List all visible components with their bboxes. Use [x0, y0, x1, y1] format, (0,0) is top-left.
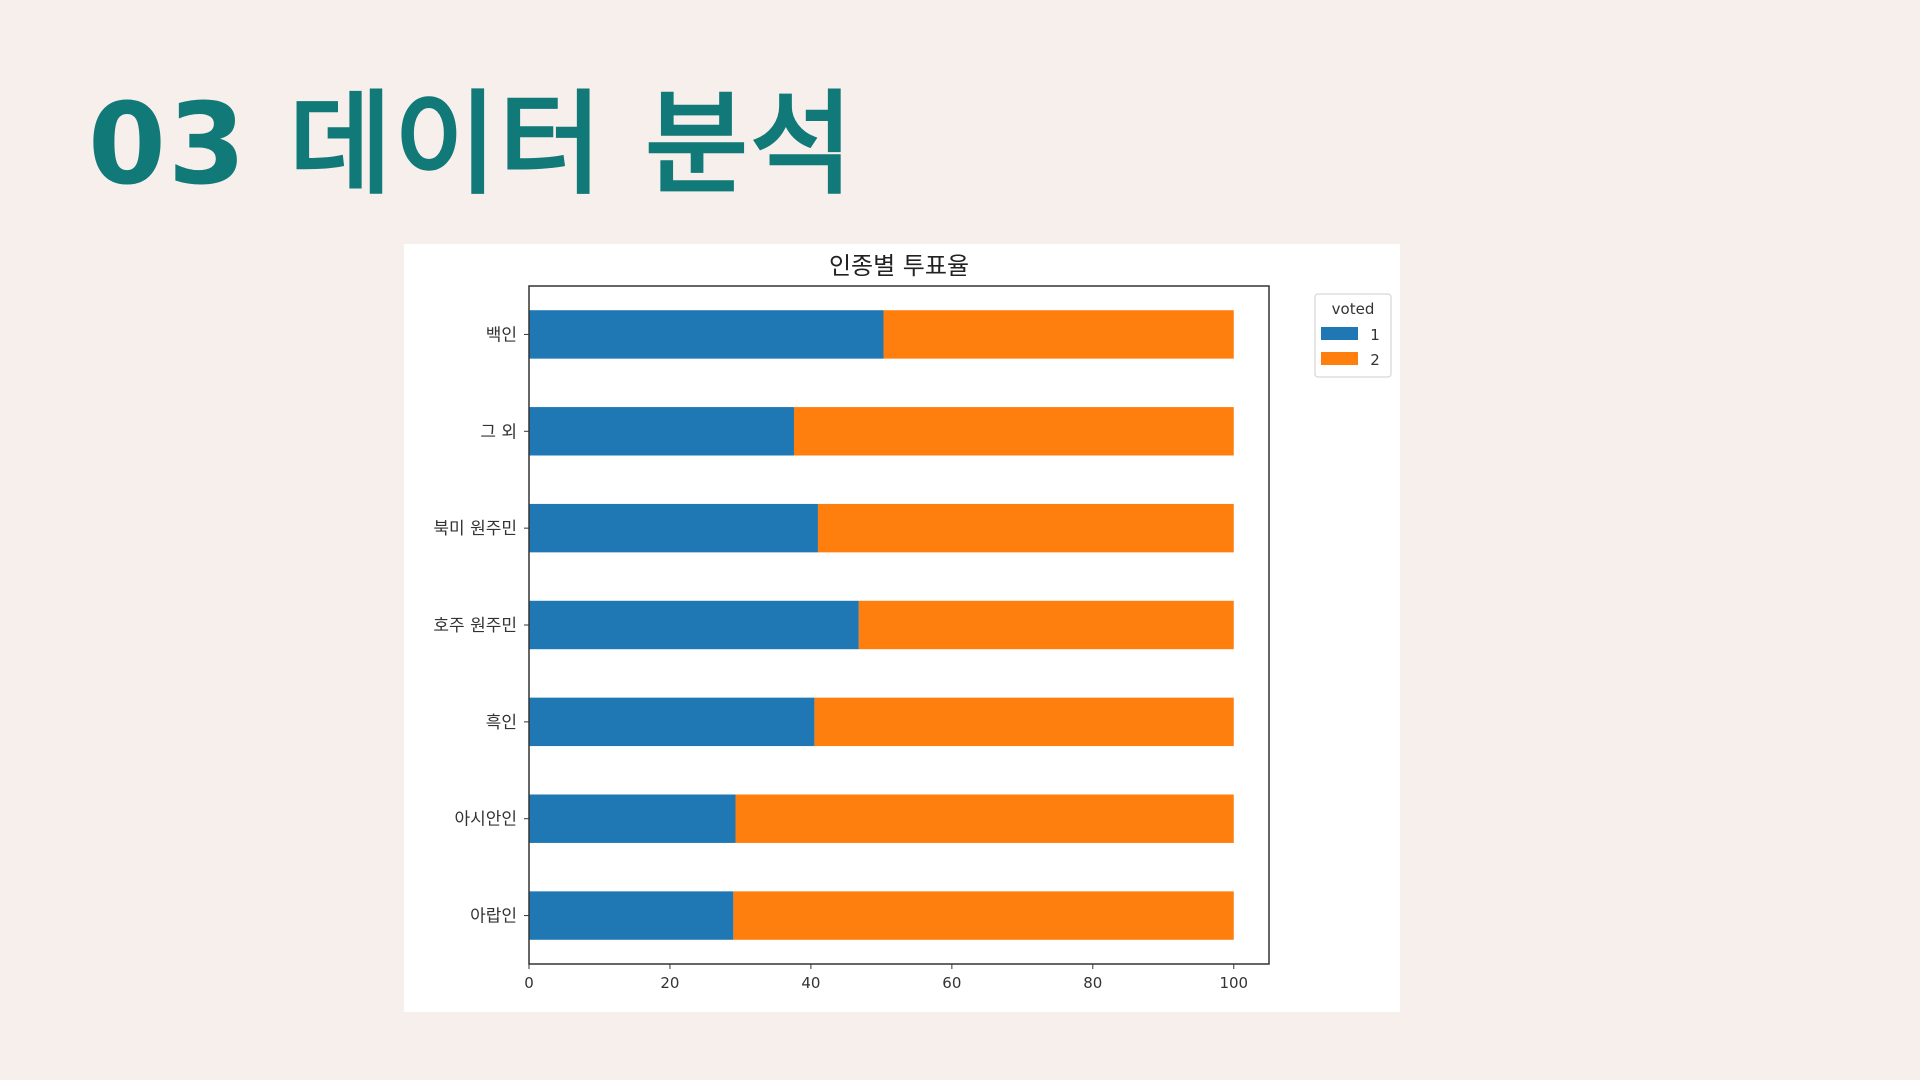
- bar-voted-1: [529, 600, 859, 650]
- x-tick-label: 20: [660, 974, 679, 992]
- bar-voted-1: [529, 503, 818, 553]
- legend-title: voted: [1332, 300, 1375, 318]
- legend-label: 1: [1370, 326, 1380, 344]
- plot-frame: [528, 285, 1270, 965]
- x-tick-label: 80: [1083, 974, 1102, 992]
- y-tick-label: 북미 원주민: [433, 519, 517, 539]
- bar-voted-2: [793, 407, 1234, 456]
- bar-voted-2: [883, 310, 1234, 359]
- x-tick-label: 60: [942, 974, 961, 992]
- bar-voted-1: [529, 310, 884, 359]
- legend-label: 2: [1370, 351, 1380, 369]
- bar-voted-2: [733, 891, 1234, 940]
- x-tick-label: 40: [801, 974, 820, 992]
- y-tick-label: 아랍인: [470, 907, 517, 927]
- x-tick-label: 100: [1219, 974, 1248, 992]
- legend-swatch-voted-2: [1321, 352, 1358, 365]
- y-tick-label: 흑인: [486, 713, 517, 733]
- x-tick-label: 0: [524, 974, 534, 992]
- bar-voted-1: [529, 891, 734, 940]
- legend-swatch-voted-1: [1321, 327, 1358, 340]
- bar-voted-2: [735, 794, 1234, 843]
- y-tick-label: 백인: [486, 325, 517, 345]
- bar-voted-2: [858, 600, 1234, 650]
- bar-voted-1: [529, 794, 736, 843]
- bar-voted-2: [814, 697, 1234, 747]
- bar-voted-2: [817, 503, 1234, 553]
- y-tick-label: 호주 원주민: [433, 616, 517, 636]
- chart-title: 인종별 투표율: [829, 252, 969, 280]
- y-tick-label: 아시안인: [454, 810, 517, 830]
- bar-voted-1: [529, 697, 815, 747]
- y-tick-label: 그 외: [480, 422, 517, 442]
- slide-title: 03 데이터 분석: [88, 80, 856, 210]
- bar-voted-1: [529, 407, 794, 456]
